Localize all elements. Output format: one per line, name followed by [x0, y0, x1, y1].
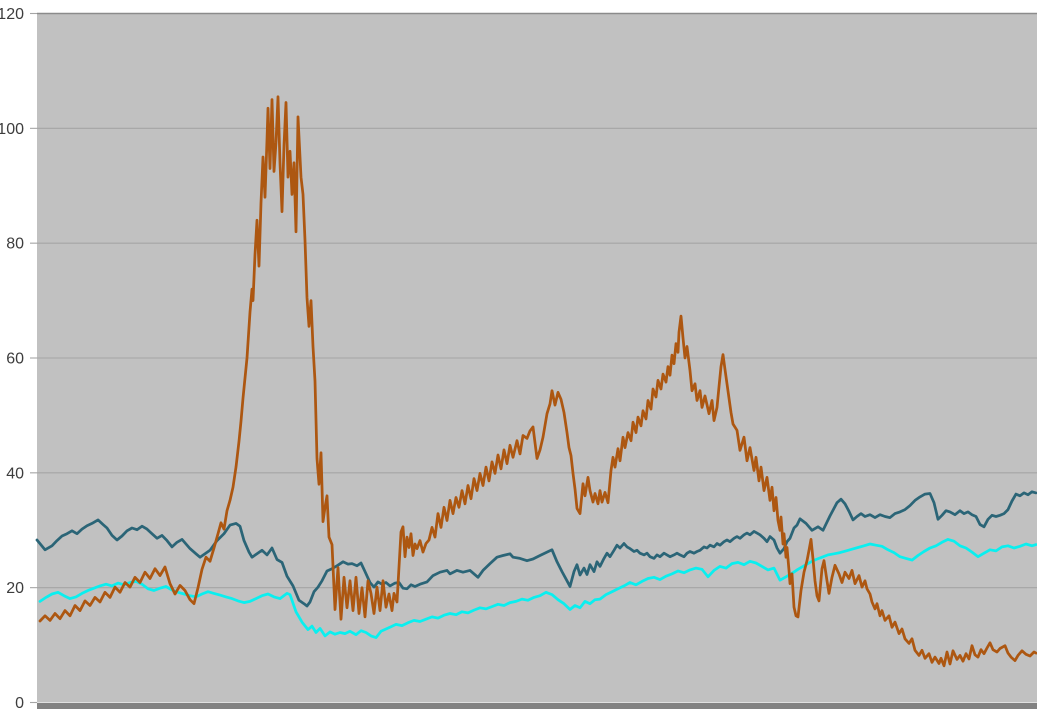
series-orange-line	[38, 95, 1037, 668]
y-axis-tick-label: 60	[6, 351, 24, 368]
y-axis-tick-label: 120	[0, 6, 24, 23]
y-axis-tick-label: 0	[15, 695, 24, 710]
y-axis-tick-label: 40	[6, 465, 24, 482]
series-cyan-line	[38, 538, 1037, 639]
y-axis-tick-label: 80	[6, 236, 24, 253]
series-teal-line	[35, 490, 1037, 608]
x-axis-baseline	[37, 703, 1037, 709]
y-axis-tick-label: 100	[0, 121, 24, 138]
y-axis-tick-label: 20	[6, 580, 24, 597]
